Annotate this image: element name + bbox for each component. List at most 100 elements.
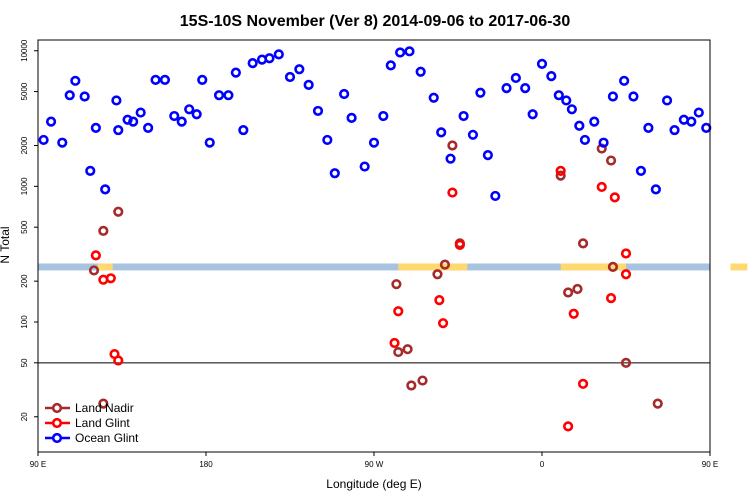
y-tick-label-8: 10000 — [20, 39, 29, 62]
blue-band — [38, 263, 710, 271]
ocean-glint-point-38 — [346, 112, 357, 123]
ocean-glint-point-21 — [197, 74, 208, 85]
land-glint-point-9 — [447, 187, 458, 198]
land-nadir-point-14 — [563, 287, 574, 298]
ocean-glint-point-65 — [589, 116, 600, 127]
ocean-glint-point-8 — [100, 184, 111, 195]
ocean-glint-point-51 — [475, 87, 486, 98]
y-tick-label-5: 1000 — [20, 177, 29, 195]
ocean-glint-point-3 — [64, 90, 75, 101]
band-layer — [38, 263, 748, 271]
land-nadir-point-18 — [605, 155, 617, 166]
ocean-glint-point-49 — [458, 110, 469, 122]
ocean-glint-point-66 — [598, 137, 609, 148]
ocean-glint-point-6 — [85, 165, 96, 177]
y-tick-label-1: 50 — [20, 358, 29, 367]
land-glint-point-15 — [596, 181, 607, 193]
land-nadir-point-6 — [402, 344, 413, 355]
x-tick-label-4: 90 E — [702, 460, 718, 469]
y-tick-label-4: 500 — [20, 220, 29, 234]
land-nadir-point-2 — [113, 206, 124, 217]
ocean-glint-point-22 — [204, 137, 215, 148]
y-tick-label-7: 5000 — [20, 82, 29, 100]
ocean-glint-point-16 — [159, 74, 171, 85]
ocean-glint-point-55 — [510, 72, 521, 84]
ocean-glint-point-44 — [404, 46, 415, 57]
ocean-glint-point-41 — [378, 110, 389, 122]
legend-marker-ocean-glint — [51, 432, 63, 444]
y-axis: 20 50 100 200 500 1000 2000 5000 10000 — [20, 39, 38, 421]
points-layer — [38, 46, 712, 432]
ocean-glint-point-64 — [579, 134, 591, 146]
ocean-glint-point-13 — [135, 107, 146, 118]
land-glint-point-17 — [609, 192, 620, 203]
yellow-band-segment-3 — [730, 263, 748, 271]
land-nadir-point-1 — [98, 225, 109, 236]
land-nadir-point-3 — [98, 398, 109, 409]
yellow-band-segment-1 — [398, 263, 468, 271]
ocean-glint-point-17 — [169, 110, 180, 122]
land-glint-point-12 — [563, 421, 574, 432]
ocean-glint-point-62 — [566, 104, 577, 115]
x-tick-label-0: 90 E — [30, 460, 46, 469]
y-tick-label-3: 200 — [20, 274, 29, 288]
ocean-glint-point-4 — [70, 75, 81, 86]
ocean-glint-point-42 — [385, 60, 396, 71]
ocean-glint-point-36 — [329, 168, 340, 179]
ocean-glint-point-60 — [553, 90, 564, 101]
ocean-glint-point-69 — [628, 91, 639, 102]
land-nadir-point-5 — [393, 346, 404, 358]
ocean-glint-point-0 — [38, 134, 49, 146]
legend-label-land-glint: Land Glint — [75, 416, 130, 430]
ocean-glint-point-30 — [273, 49, 284, 60]
ocean-glint-point-56 — [520, 83, 531, 94]
ocean-glint-point-76 — [686, 116, 697, 127]
land-glint-point-2 — [105, 273, 116, 284]
land-nadir-point-7 — [406, 380, 417, 391]
land-glint-point-10 — [454, 239, 465, 251]
y-tick-label-2: 100 — [20, 315, 29, 329]
land-nadir-point-15 — [572, 283, 583, 295]
ocean-glint-point-45 — [415, 66, 426, 77]
land-nadir-point-10 — [439, 259, 451, 270]
ocean-glint-point-7 — [90, 122, 101, 133]
legend-marker-land-glint — [51, 417, 63, 429]
land-glint-point-14 — [577, 378, 589, 389]
ocean-glint-point-1 — [45, 116, 57, 127]
land-nadir-point-13 — [555, 170, 566, 181]
land-nadir-point-16 — [577, 238, 589, 249]
ocean-glint-point-29 — [264, 53, 275, 64]
land-nadir-point-0 — [88, 265, 100, 276]
land-nadir-point-11 — [447, 140, 458, 151]
ocean-glint-point-54 — [501, 83, 512, 94]
y-tick-label-0: 20 — [20, 412, 29, 421]
ocean-glint-point-37 — [339, 88, 350, 100]
ocean-glint-point-39 — [359, 161, 370, 172]
x-axis-label: Longitude (deg E) — [326, 477, 421, 491]
ocean-glint-point-20 — [191, 109, 202, 120]
ocean-glint-point-47 — [436, 127, 447, 138]
land-nadir-point-4 — [391, 279, 402, 290]
ocean-glint-point-23 — [213, 90, 225, 101]
x-tick-label-3: 0 — [540, 460, 545, 469]
ocean-glint-point-5 — [79, 91, 90, 102]
y-axis-label: N Total — [0, 226, 12, 263]
ocean-glint-point-24 — [223, 90, 234, 101]
legend-label-ocean-glint: Ocean Glint — [75, 431, 139, 445]
y-tick-label-6: 2000 — [20, 136, 29, 154]
ocean-glint-point-15 — [150, 74, 161, 85]
ocean-glint-point-14 — [143, 122, 154, 133]
ocean-glint-point-61 — [561, 95, 572, 106]
ocean-glint-point-27 — [247, 58, 258, 69]
land-glint-point-6 — [393, 306, 404, 317]
ocean-glint-point-78 — [701, 122, 712, 133]
ocean-glint-point-59 — [546, 71, 557, 82]
ocean-glint-point-33 — [303, 79, 314, 90]
land-nadir-point-21 — [652, 398, 663, 409]
ocean-glint-point-72 — [650, 184, 661, 195]
plot-frame — [37, 39, 711, 453]
legend-marker-land-nadir — [51, 402, 63, 414]
ocean-glint-point-57 — [527, 109, 538, 120]
land-glint-point-8 — [437, 318, 449, 329]
